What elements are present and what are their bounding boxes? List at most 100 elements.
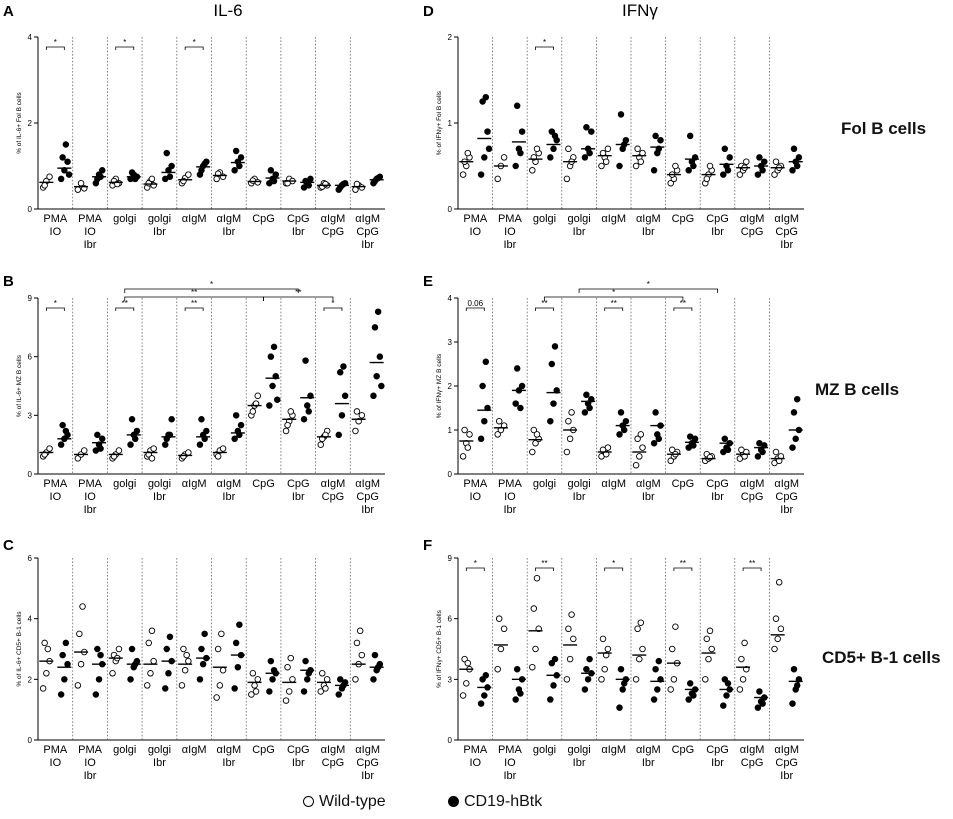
data-point bbox=[494, 665, 501, 673]
data-point bbox=[721, 145, 729, 153]
data-point bbox=[302, 657, 309, 665]
series-wild-type bbox=[39, 603, 366, 704]
data-point bbox=[461, 426, 468, 434]
data-point bbox=[94, 431, 101, 439]
x-tick-label: IO bbox=[50, 226, 62, 238]
data-point bbox=[604, 645, 612, 653]
x-tick-label: Ibr bbox=[153, 226, 166, 238]
x-tick-label: CpG bbox=[775, 757, 798, 769]
series-cd19-hbtk bbox=[57, 308, 385, 454]
x-tick-label: αIgM bbox=[321, 213, 346, 225]
y-tick-label: 1 bbox=[448, 426, 453, 435]
legend-wild-type-label: Wild-type bbox=[319, 793, 386, 810]
data-point bbox=[686, 132, 694, 140]
data-point bbox=[790, 145, 798, 153]
x-tick-label: PMA bbox=[78, 213, 103, 225]
data-point bbox=[759, 700, 766, 707]
data-point bbox=[284, 663, 291, 671]
data-point bbox=[793, 162, 801, 170]
data-point bbox=[459, 453, 467, 460]
data-point bbox=[620, 680, 628, 687]
data-point bbox=[322, 685, 329, 692]
significance-bracket bbox=[124, 288, 299, 293]
data-point bbox=[46, 173, 53, 180]
data-point bbox=[550, 145, 557, 153]
data-point bbox=[185, 449, 192, 456]
x-tick-label: Ibr bbox=[573, 757, 586, 769]
data-point bbox=[497, 645, 505, 653]
data-point bbox=[180, 645, 187, 653]
data-point bbox=[512, 696, 519, 703]
row-label-fol-b: Fol B cells bbox=[841, 119, 927, 138]
data-point bbox=[529, 663, 536, 671]
data-point bbox=[568, 409, 575, 416]
data-point bbox=[287, 654, 295, 662]
data-point bbox=[708, 645, 715, 653]
x-tick-label: CpG bbox=[287, 744, 310, 756]
x-tick-label: Ibr bbox=[642, 757, 655, 769]
data-point bbox=[59, 154, 66, 161]
x-tick-label: CpG bbox=[287, 478, 310, 490]
x-tick-label: Ibr bbox=[292, 491, 305, 503]
x-tick-label: CpG bbox=[672, 744, 695, 756]
data-point bbox=[249, 177, 257, 184]
data-point bbox=[62, 141, 70, 148]
x-tick-label: PMA bbox=[463, 213, 488, 225]
data-point bbox=[586, 655, 593, 663]
x-tick-label: Ibr bbox=[503, 770, 516, 782]
data-point bbox=[98, 435, 106, 443]
data-point bbox=[588, 128, 595, 135]
data-point bbox=[703, 635, 711, 643]
x-tick-label: IO bbox=[469, 757, 481, 769]
data-point bbox=[274, 396, 281, 403]
data-point bbox=[266, 688, 273, 695]
x-tick-label: PMA bbox=[43, 478, 68, 490]
significance-bracket bbox=[742, 567, 762, 571]
x-tick-label: Ibr bbox=[222, 226, 235, 238]
data-point bbox=[518, 382, 526, 390]
data-point bbox=[772, 158, 780, 165]
y-tick-label: 6 bbox=[28, 554, 33, 563]
data-point bbox=[500, 154, 508, 161]
data-point bbox=[57, 175, 65, 183]
x-tick-label: CpG bbox=[356, 226, 379, 238]
data-point bbox=[632, 162, 640, 170]
data-point bbox=[789, 167, 796, 174]
x-tick-label: Ibr bbox=[642, 226, 655, 238]
data-point bbox=[566, 655, 574, 663]
panel-letter-c: C bbox=[3, 537, 14, 554]
data-point bbox=[180, 453, 187, 460]
series-wild-type bbox=[39, 169, 366, 193]
data-point bbox=[477, 435, 485, 443]
data-point bbox=[759, 448, 766, 456]
y-tick-label: 2 bbox=[28, 675, 33, 684]
significance-label: * bbox=[123, 38, 126, 47]
data-point bbox=[789, 700, 796, 707]
x-tick-label: CpG bbox=[741, 757, 764, 769]
data-point bbox=[479, 382, 486, 390]
data-point bbox=[300, 415, 308, 423]
y-tick-label: 6 bbox=[448, 615, 453, 624]
data-point bbox=[586, 404, 593, 412]
data-point bbox=[583, 391, 590, 399]
panel-letter-e: E bbox=[423, 273, 433, 290]
data-point bbox=[547, 417, 554, 425]
data-point bbox=[74, 186, 82, 193]
data-point bbox=[685, 167, 692, 174]
data-point bbox=[652, 132, 659, 140]
data-point bbox=[95, 676, 103, 683]
data-point bbox=[284, 421, 291, 429]
data-point bbox=[598, 676, 605, 683]
x-tick-label: Ibr bbox=[711, 757, 724, 769]
data-point bbox=[636, 453, 643, 460]
data-point bbox=[565, 417, 572, 425]
x-tick-label: Ibr bbox=[711, 226, 724, 238]
data-point bbox=[494, 175, 501, 183]
x-tick-label: Ibr bbox=[361, 770, 374, 782]
significance-bracket bbox=[673, 567, 693, 571]
y-tick-label: 1 bbox=[448, 119, 453, 128]
significance-bracket bbox=[465, 567, 485, 571]
significance-bracket bbox=[45, 46, 65, 50]
data-point bbox=[249, 408, 257, 415]
